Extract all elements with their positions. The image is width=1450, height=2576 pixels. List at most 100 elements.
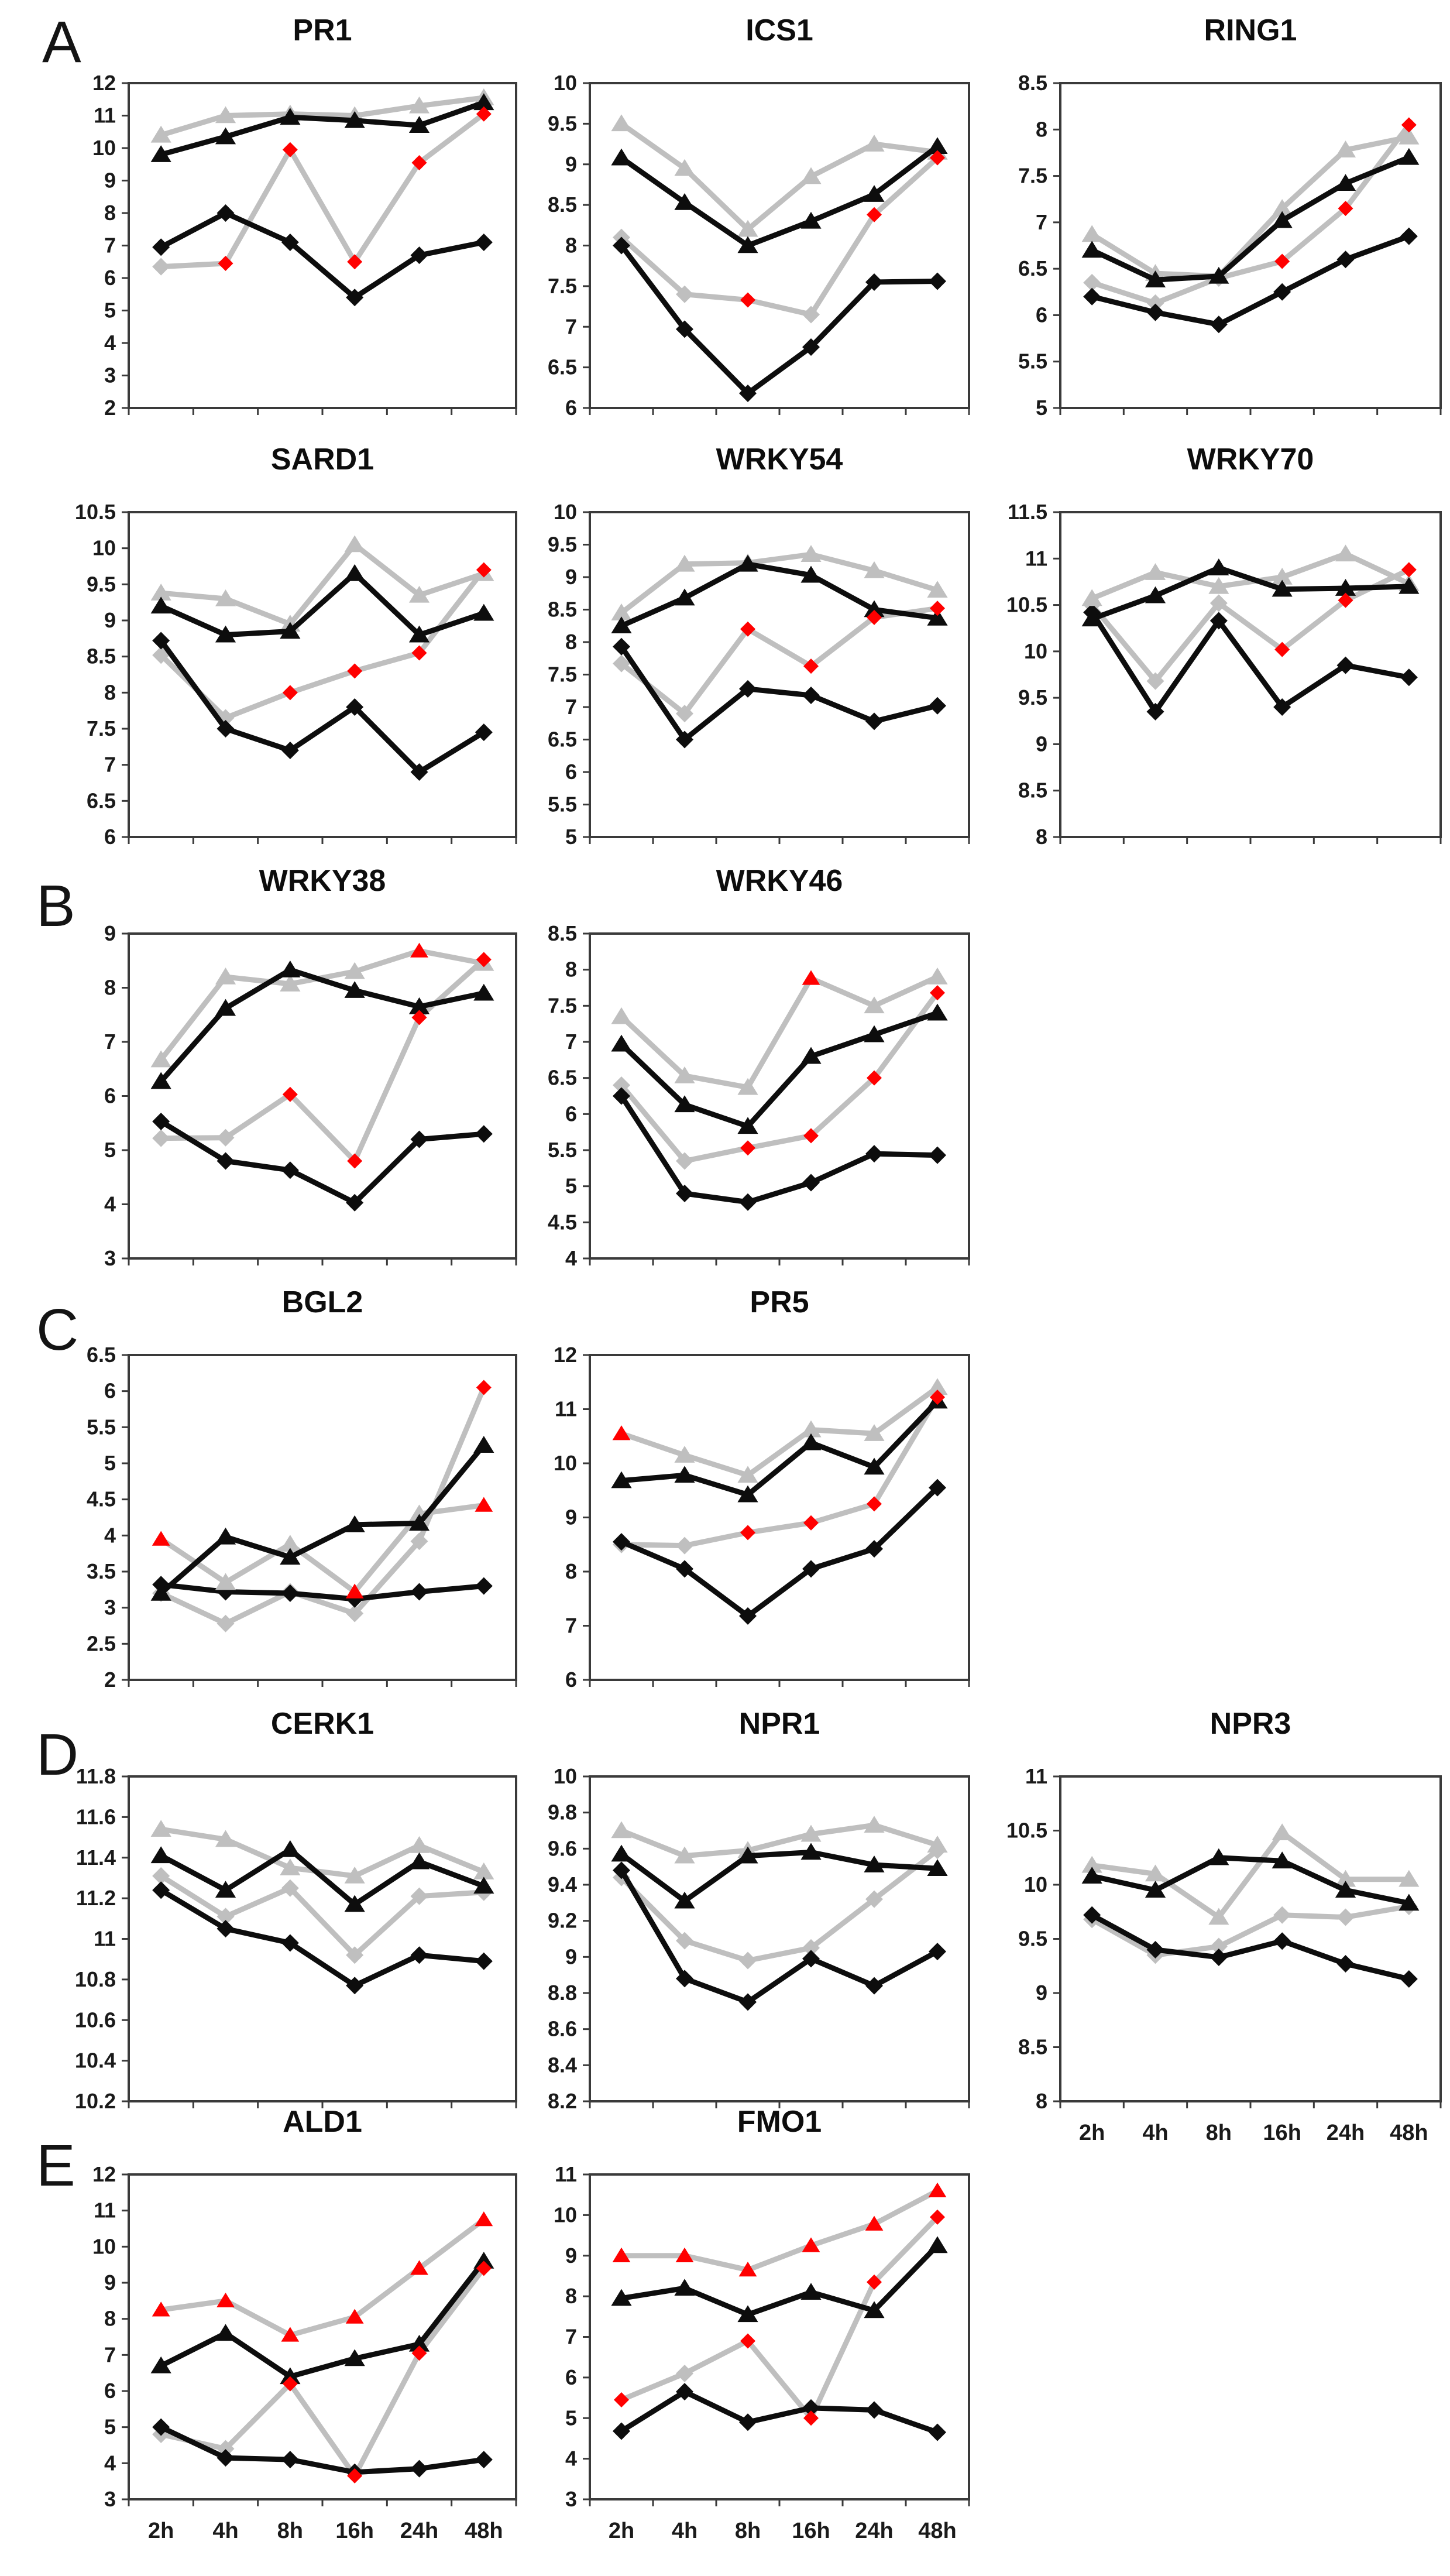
y-axis: 8 8.5 9 9.5 10 10.5 11 <box>1006 1764 1060 2113</box>
series-line-black-triangle <box>1089 565 1412 622</box>
black-triangle-marker <box>408 1514 430 1531</box>
series-line-black-triangle <box>158 100 487 157</box>
series-black-triangle <box>1081 148 1420 287</box>
black-triangle-marker <box>800 1047 822 1064</box>
red-triangle-marker <box>475 1497 493 1512</box>
series-line-gray-triangle <box>158 542 487 627</box>
black-triangle-marker <box>1208 266 1229 284</box>
red-triangle-marker <box>802 970 820 985</box>
black-triangle-marker <box>408 625 430 643</box>
y-tick-label: 7.5 <box>548 663 577 687</box>
red-diamond-marker <box>930 2209 945 2225</box>
red-diamond-marker <box>282 142 298 157</box>
panel-label-e: E <box>36 2133 75 2198</box>
panel-label-b: B <box>36 873 75 939</box>
x-tick-label: 48h <box>465 2519 503 2543</box>
gray-diamond-marker <box>152 258 170 276</box>
black-diamond-marker <box>152 2418 170 2436</box>
y-tick-label: 3 <box>104 363 116 387</box>
y-tick-label: 7 <box>104 234 116 258</box>
series-line-gray-diamond <box>158 111 487 270</box>
gray-triangle-marker <box>1272 199 1293 216</box>
y-tick-label: 7.5 <box>87 716 116 740</box>
gray-triangle-marker <box>800 545 822 562</box>
red-diamond-marker <box>930 1390 945 1405</box>
black-triangle-marker <box>864 1855 885 1872</box>
black-diamond-marker <box>281 2451 299 2469</box>
black-diamond-marker <box>865 1145 883 1163</box>
black-triangle-marker <box>737 1117 758 1134</box>
black-diamond-marker <box>929 2423 946 2441</box>
significant-red-markers <box>218 106 492 272</box>
y-tick-label: 6 <box>565 1668 577 1692</box>
black-diamond-marker <box>217 204 235 222</box>
x-tick-label: 16h <box>792 2519 830 2543</box>
x-axis <box>1059 408 1442 415</box>
y-tick-label: 9.8 <box>548 1800 577 1824</box>
plot-pr1: 2 3 4 5 6 7 8 9 10 11 12 <box>92 71 517 420</box>
chart-title-ring1: RING1 <box>1204 13 1297 47</box>
black-diamond-marker <box>865 2401 883 2419</box>
series-line-gray-triangle <box>158 1826 487 1879</box>
red-diamond-marker <box>930 985 945 1001</box>
red-diamond-marker <box>347 254 363 270</box>
black-triangle-marker <box>611 616 632 634</box>
gray-diamond-marker <box>152 1129 170 1147</box>
black-diamond-marker <box>410 1583 428 1601</box>
gray-diamond-marker <box>1210 1937 1228 1956</box>
black-diamond-marker <box>1400 1970 1418 1988</box>
y-tick-label: 5 <box>104 1451 116 1475</box>
series-line-gray-diamond <box>619 605 940 716</box>
black-diamond-marker <box>346 1193 364 1212</box>
black-diamond-marker <box>1083 1906 1101 1924</box>
series-line-black-diamond <box>158 210 487 300</box>
gray-diamond-marker <box>613 654 630 673</box>
black-diamond-marker <box>475 1952 493 1970</box>
series-line-black-triangle <box>1089 1855 1412 1906</box>
gray-triangle-marker <box>674 1846 695 1864</box>
series-black-triangle <box>150 1436 494 1601</box>
series-line-gray-diamond <box>619 2214 940 2421</box>
series-line-black-diamond <box>619 1867 940 2005</box>
y-tick-label: 5 <box>565 825 577 849</box>
y-axis: 6 7 8 9 10 11 12 <box>554 1343 590 1692</box>
black-diamond-marker <box>1146 303 1164 321</box>
series-black-diamond <box>152 1576 493 1608</box>
x-axis: 2h 4h 8h 16h 24h 48h <box>128 2499 517 2543</box>
gray-triangle-marker <box>611 114 632 132</box>
gray-diamond-marker <box>281 1879 299 1897</box>
y-tick-label: 10 <box>92 136 116 160</box>
y-tick-label: 5 <box>565 2406 577 2430</box>
plot-frame <box>128 2173 517 2500</box>
black-triangle-marker <box>927 2236 948 2253</box>
gray-triangle-marker <box>1399 1870 1420 1887</box>
y-axis: 4 4.5 5 5.5 6 6.5 7 7.5 8 8.5 <box>548 921 590 1270</box>
y-tick-label: 6 <box>104 1379 116 1403</box>
plot-sard1: 6 6.5 7 7.5 8 8.5 9 9.5 10 10.5 <box>75 500 517 849</box>
y-tick-label: 9 <box>565 152 577 176</box>
significant-red-markers <box>612 1390 945 1541</box>
black-diamond-marker <box>475 1125 493 1143</box>
red-diamond-marker <box>282 2376 298 2392</box>
black-triangle-marker <box>280 1840 301 1857</box>
series-line-black-triangle <box>158 967 487 1085</box>
red-diamond-marker <box>347 1153 363 1169</box>
y-tick-label: 8.5 <box>1018 778 1047 802</box>
red-diamond-marker <box>867 1496 882 1512</box>
red-diamond-marker <box>411 645 427 661</box>
black-triangle-marker <box>674 2279 695 2296</box>
y-tick-label: 6 <box>565 396 577 420</box>
gray-triangle-marker <box>674 1066 695 1083</box>
y-tick-label: 10 <box>554 1764 577 1788</box>
series-line-black-diamond <box>158 638 487 775</box>
plot-ics1: 6 6.5 7 7.5 8 8.5 9 9.5 10 <box>548 71 970 420</box>
y-tick-label: 9 <box>104 169 116 193</box>
red-triangle-marker <box>410 2260 428 2275</box>
black-diamond-marker <box>613 1533 630 1551</box>
black-diamond-marker <box>676 2383 693 2401</box>
red-diamond-marker <box>282 685 298 701</box>
y-tick-label: 10.4 <box>75 2049 116 2073</box>
black-diamond-marker <box>802 1560 820 1578</box>
gray-triangle-marker <box>215 1573 236 1590</box>
x-tick-label: 2h <box>148 2519 174 2543</box>
